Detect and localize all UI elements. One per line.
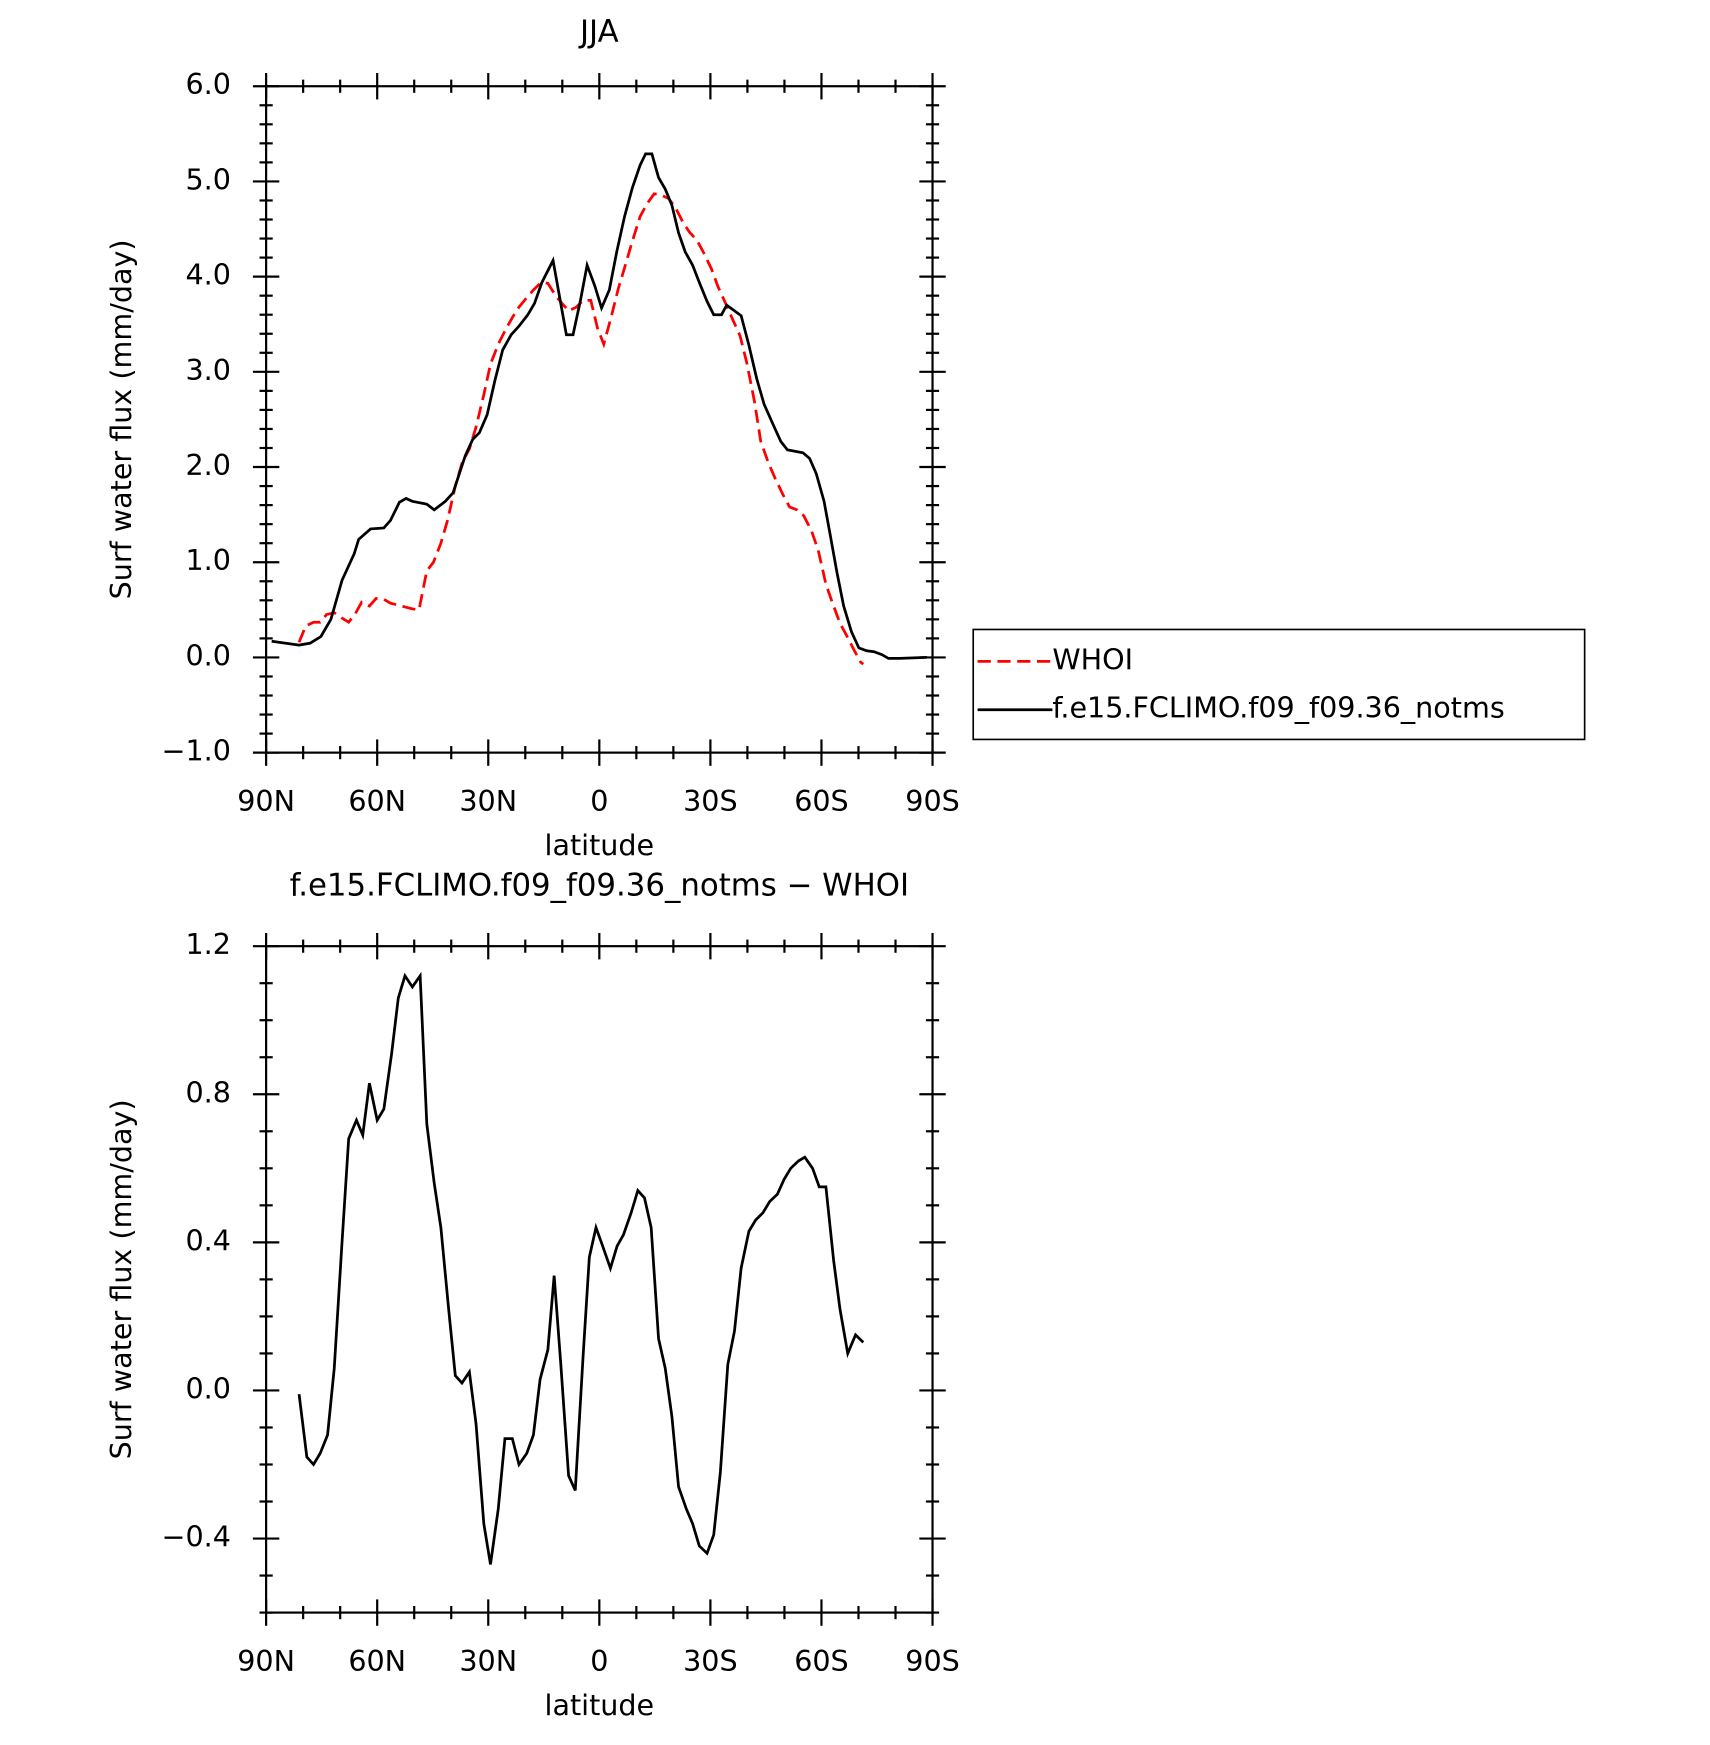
x-tick-label: 60S bbox=[794, 1644, 849, 1678]
y-tick-label: −1.0 bbox=[162, 734, 231, 768]
y-tick-label: 0.4 bbox=[185, 1223, 230, 1257]
data-line bbox=[297, 971, 865, 1565]
y-tick-label: 2.0 bbox=[185, 448, 230, 482]
x-tick-label: 30N bbox=[459, 784, 517, 818]
x-tick-label: 0 bbox=[590, 784, 608, 818]
x-tick-label: 90S bbox=[905, 784, 960, 818]
y-tick-label: −0.4 bbox=[162, 1520, 231, 1554]
x-tick-label: 90N bbox=[237, 1644, 295, 1678]
y-tick-label: 5.0 bbox=[185, 162, 230, 196]
legend-label: f.e15.FCLIMO.f09_f09.36_notms bbox=[1052, 691, 1504, 725]
y-tick-label: 1.2 bbox=[185, 927, 230, 961]
x-tick-label: 60S bbox=[794, 784, 849, 818]
x-axis-label: latitude bbox=[545, 1688, 655, 1722]
legend-label: WHOI bbox=[1052, 642, 1133, 676]
y-axis-label: Surf water flux (mm/day) bbox=[104, 239, 138, 599]
x-tick-label: 90N bbox=[237, 784, 295, 818]
x-tick-label: 30S bbox=[683, 1644, 738, 1678]
x-axis-label: latitude bbox=[545, 828, 655, 862]
plot-frame bbox=[265, 85, 934, 754]
y-tick-label: 4.0 bbox=[185, 258, 230, 292]
x-tick-label: 60N bbox=[348, 784, 406, 818]
data-line bbox=[271, 152, 928, 660]
y-tick-label: 0.0 bbox=[185, 638, 230, 672]
x-tick-label: 30N bbox=[459, 1644, 517, 1678]
x-tick-label: 60N bbox=[348, 1644, 406, 1678]
y-tick-label: 1.0 bbox=[185, 543, 230, 577]
data-line bbox=[297, 192, 865, 666]
legend-box bbox=[972, 628, 1586, 741]
y-tick-label: 0.0 bbox=[185, 1371, 230, 1405]
x-tick-label: 0 bbox=[590, 1644, 608, 1678]
chart-title: JJA bbox=[578, 14, 619, 50]
x-tick-label: 30S bbox=[683, 784, 738, 818]
y-tick-label: 0.8 bbox=[185, 1075, 230, 1109]
y-tick-label: 3.0 bbox=[185, 353, 230, 387]
y-axis-label: Surf water flux (mm/day) bbox=[104, 1099, 138, 1459]
plot-frame bbox=[265, 945, 934, 1614]
x-tick-label: 90S bbox=[905, 1644, 960, 1678]
y-tick-label: 6.0 bbox=[185, 67, 230, 101]
chart-title: f.e15.FCLIMO.f09_f09.36_notms − WHOI bbox=[290, 867, 909, 903]
